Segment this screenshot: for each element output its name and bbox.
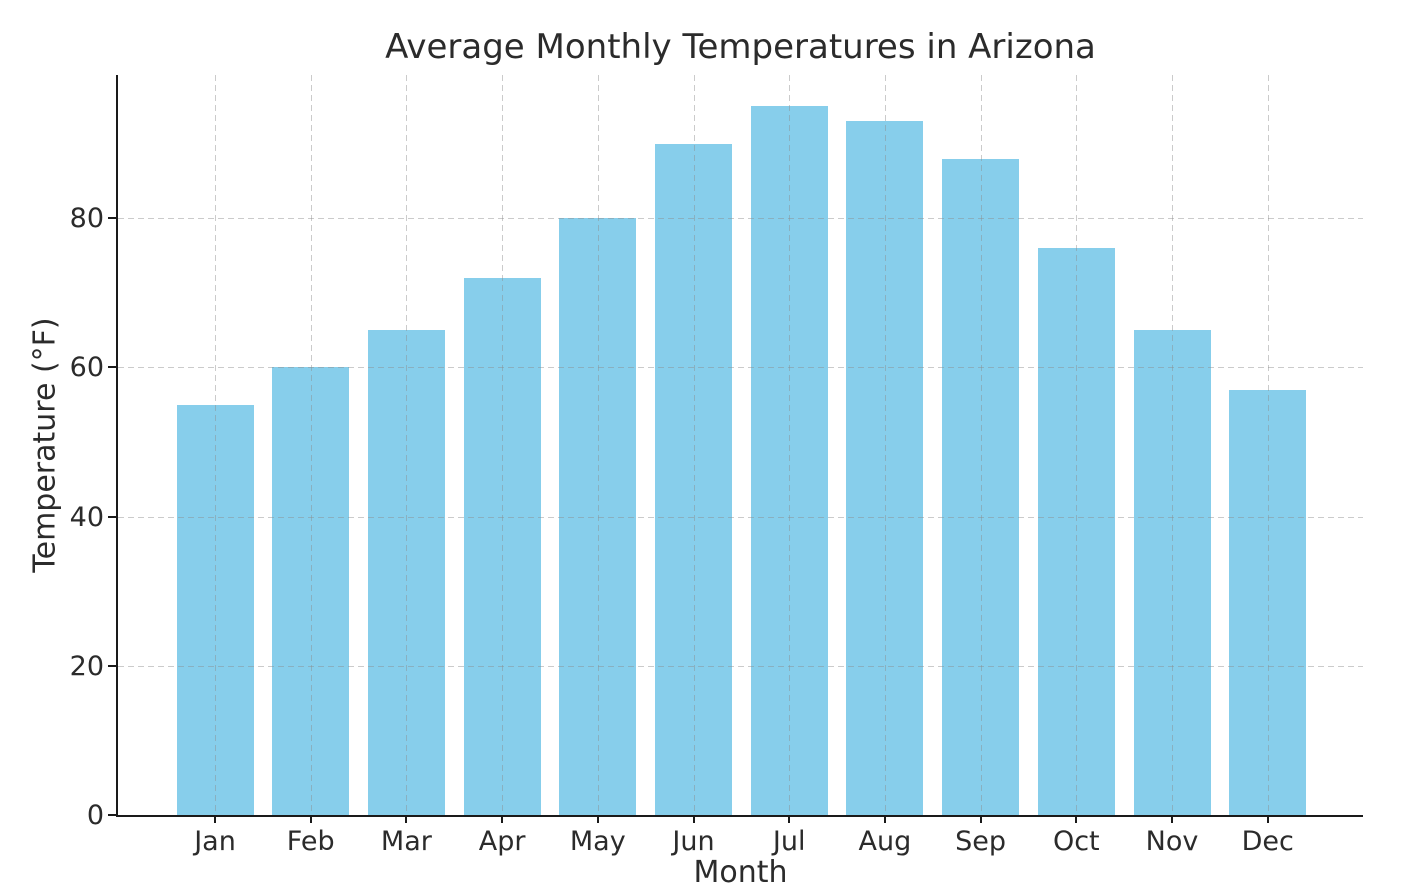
y-axis-spine [116,75,118,817]
x-tick [883,815,886,823]
y-tick-label: 0 [86,800,104,831]
x-tick-label: May [569,826,626,857]
x-tick-label: Sep [955,826,1007,857]
v-gridline [215,75,216,815]
y-tick-label: 60 [69,352,104,384]
x-tick [1266,815,1269,823]
x-tick-label: Dec [1241,826,1294,857]
y-tick-label: 20 [69,650,104,682]
bar [942,158,1020,815]
v-gridline [310,75,312,815]
y-tick [108,217,116,220]
bar [655,143,732,815]
y-tick [108,814,116,816]
h-gridline [118,665,1363,667]
x-tick-label: Nov [1145,826,1199,857]
v-gridline [884,75,886,815]
v-gridline [406,75,408,815]
v-gridline [1076,75,1078,815]
bar [272,367,350,815]
x-tick [501,815,504,823]
v-gridline [597,75,599,815]
h-gridline [118,516,1363,518]
x-tick [1075,815,1078,823]
x-tick-label: Jun [672,826,715,857]
x-axis-spine [116,815,1363,817]
bar [176,404,254,815]
y-tick [108,515,116,518]
h-gridline [118,218,1363,220]
y-tick-label: 80 [69,203,104,235]
x-tick-label: Apr [478,826,526,857]
x-axis-label: Month [693,855,788,889]
x-tick-label: Jul [772,826,806,857]
v-gridline [693,75,695,815]
h-gridline [118,367,1363,369]
v-gridline [980,75,982,815]
x-tick-label: Oct [1052,826,1100,857]
bar [367,330,445,815]
bar [559,218,637,815]
bar [846,121,924,815]
v-gridline [1172,75,1173,815]
bar [750,106,828,815]
y-tick [108,664,116,667]
x-tick-label: Feb [286,826,335,857]
y-tick [108,366,116,369]
bar [1229,389,1307,815]
x-tick [309,815,312,823]
x-tick-label: Jan [194,826,236,857]
v-gridline [502,75,504,815]
x-tick [1171,815,1173,823]
v-gridline [789,75,791,815]
x-tick-label: Aug [858,826,912,857]
x-tick [596,815,599,823]
x-tick [979,815,982,823]
x-tick-label: Mar [380,826,432,857]
x-tick [405,815,408,823]
chart-title: Average Monthly Temperatures in Arizona [385,27,1096,67]
x-tick [214,815,216,823]
bar [1037,248,1115,815]
x-tick [692,815,695,823]
y-tick-label: 40 [69,501,104,533]
v-gridline [1267,75,1269,815]
plot-area: 0 20 40 60 80 Jan Feb Mar Apr May Jun Jul Aug Sep Oct N… [70,75,1363,855]
bar [463,277,541,815]
x-tick [788,815,791,823]
bar [1133,330,1211,815]
